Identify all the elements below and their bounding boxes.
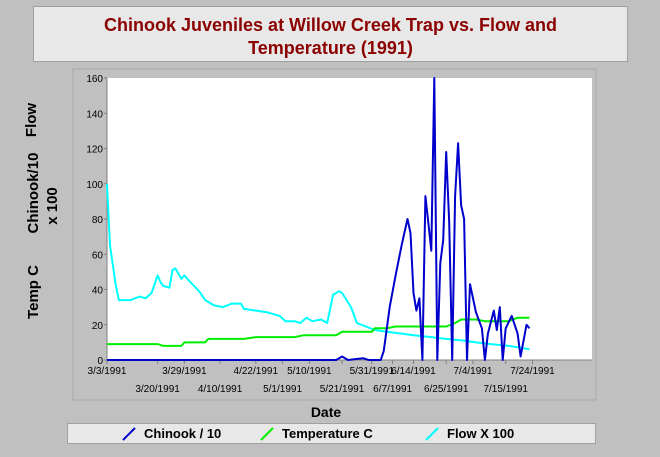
x-axis-label: Date bbox=[310, 404, 342, 420]
legend-item-temperature: Temperature C bbox=[260, 425, 373, 442]
chart-title-box: Chinook Juveniles at Willow Creek Trap v… bbox=[33, 6, 628, 62]
y-tick-label: 160 bbox=[86, 74, 103, 85]
x-tick-label: 5/10/1991 bbox=[287, 366, 332, 377]
series-line-flow-x-100 bbox=[106, 183, 530, 351]
x-tick-label: 6/14/1991 bbox=[391, 366, 436, 377]
x-tick-label: 7/15/1991 bbox=[483, 384, 528, 395]
y-tick-label: 20 bbox=[92, 321, 104, 332]
series-line-chinook-10 bbox=[107, 77, 531, 361]
y-tick-label: 80 bbox=[92, 215, 104, 226]
y-tick-label: 100 bbox=[86, 180, 103, 191]
y-tick-label: 140 bbox=[86, 109, 103, 120]
y-tick-label: 120 bbox=[86, 145, 103, 156]
x-tick-label: 4/10/1991 bbox=[198, 384, 243, 395]
legend-swatch-chinook bbox=[122, 426, 136, 441]
x-tick-label: 7/4/1991 bbox=[454, 366, 493, 377]
x-tick-label: 3/3/1991 bbox=[88, 366, 127, 377]
y-tick-label: 0 bbox=[97, 356, 103, 367]
legend-item-chinook: Chinook / 10 bbox=[122, 425, 221, 442]
chart-title-line1: Chinook Juveniles at Willow Creek Trap v… bbox=[104, 15, 557, 35]
x-tick-label: 3/29/1991 bbox=[162, 366, 207, 377]
legend-label-temperature: Temperature C bbox=[282, 426, 373, 441]
legend-item-flow: Flow X 100 bbox=[425, 425, 514, 442]
series-line-temperature-c bbox=[107, 316, 530, 347]
legend-label-flow: Flow X 100 bbox=[447, 426, 515, 441]
x-tick-label: 4/22/1991 bbox=[234, 366, 279, 377]
x-tick-label: 7/24/1991 bbox=[510, 366, 555, 377]
legend: Chinook / 10 Temperature C Flow X 100 bbox=[67, 423, 596, 444]
x-tick-label: 6/25/1991 bbox=[424, 384, 469, 395]
x-tick-label: 3/20/1991 bbox=[135, 384, 180, 395]
legend-label-chinook: Chinook / 10 bbox=[144, 426, 222, 441]
legend-swatch-temperature bbox=[260, 426, 274, 441]
y-tick-label: 60 bbox=[92, 250, 104, 261]
plot-area bbox=[107, 78, 592, 360]
x-tick-label: 5/1/1991 bbox=[263, 384, 302, 395]
x-tick-label: 5/21/1991 bbox=[320, 384, 365, 395]
x-tick-label: 5/31/1991 bbox=[350, 366, 395, 377]
x-tick-label: 6/7/1991 bbox=[373, 384, 412, 395]
y-tick-label: 40 bbox=[92, 286, 104, 297]
chart-title-line2: Temperature (1991) bbox=[248, 38, 413, 58]
legend-swatch-flow bbox=[425, 426, 439, 441]
